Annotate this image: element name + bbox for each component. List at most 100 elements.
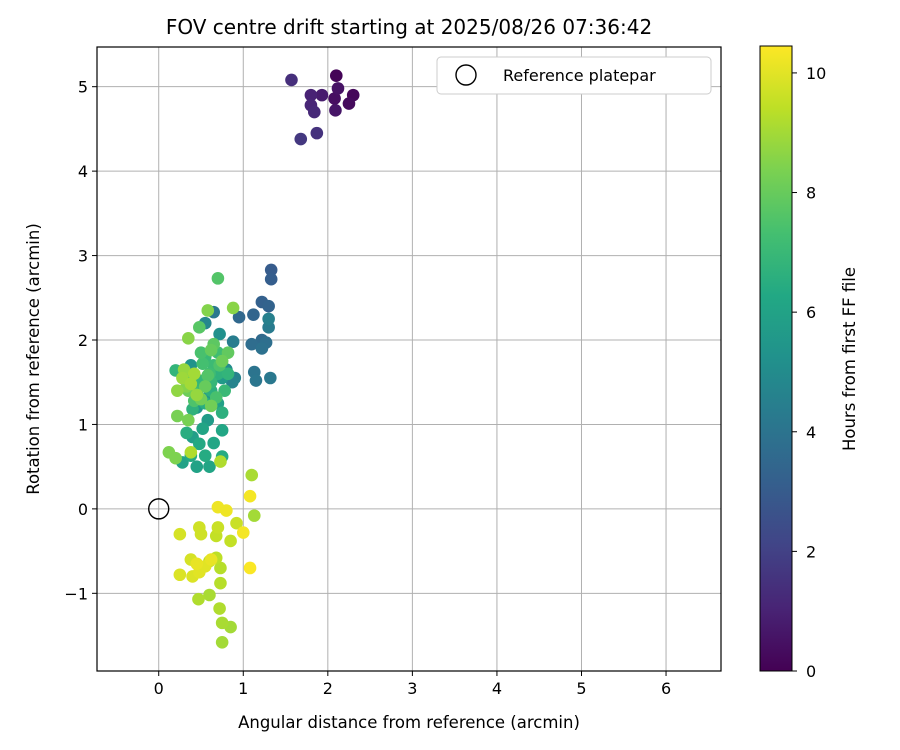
- data-point: [193, 521, 206, 534]
- data-point: [315, 88, 329, 102]
- data-point: [173, 527, 187, 541]
- x-tick-label: 5: [576, 679, 586, 698]
- data-point: [184, 377, 198, 391]
- colorbar-label: Hours from first FF file: [840, 267, 859, 451]
- data-point: [194, 346, 208, 359]
- data-point: [196, 357, 209, 370]
- data-point: [211, 272, 225, 285]
- data-point: [180, 426, 193, 440]
- data-point: [204, 343, 218, 357]
- data-point: [247, 509, 261, 522]
- legend: Reference platepar: [436, 56, 712, 95]
- data-point: [329, 104, 342, 117]
- data-point: [192, 592, 205, 606]
- y-axis-label: Rotation from reference (arcmin): [24, 223, 43, 495]
- data-point: [214, 455, 227, 468]
- colorbar-tick-label: 8: [806, 184, 816, 203]
- data-point: [203, 460, 216, 473]
- data-point: [224, 534, 237, 548]
- data-point: [264, 263, 278, 277]
- data-point: [171, 409, 184, 423]
- x-tick-label: 1: [238, 679, 248, 698]
- y-tick-label: 1: [78, 415, 88, 434]
- data-point: [173, 568, 187, 582]
- data-point: [264, 371, 277, 385]
- data-point: [201, 369, 215, 382]
- data-point: [243, 561, 257, 575]
- y-tick-label: −1: [64, 584, 88, 603]
- y-tick-label: 4: [78, 162, 88, 181]
- data-point: [226, 335, 240, 348]
- x-tick-label: 6: [661, 679, 671, 698]
- data-point: [215, 424, 229, 437]
- data-point: [310, 126, 324, 140]
- reference-platepar-marker: [148, 498, 170, 520]
- data-point: [182, 332, 195, 345]
- data-point: [247, 308, 260, 321]
- data-point: [215, 616, 229, 630]
- legend-marker-open-circle: [455, 64, 477, 86]
- x-axis-label: Angular distance from reference (arcmin): [238, 713, 580, 732]
- data-point: [215, 354, 229, 368]
- colorbar-tick-label: 2: [806, 542, 816, 561]
- x-axis-ticks: 0 1 2 3 4 5 6: [154, 671, 671, 698]
- colorbar-tick-label: 6: [806, 303, 816, 322]
- y-tick-label: 2: [78, 331, 88, 350]
- data-point: [203, 588, 216, 602]
- data-point: [171, 384, 184, 397]
- data-point: [196, 422, 209, 435]
- data-point: [214, 561, 227, 575]
- data-point: [221, 367, 235, 381]
- data-point: [226, 301, 240, 315]
- plot-area-frame: [96, 46, 722, 672]
- data-point: [243, 489, 257, 503]
- data-point: [190, 388, 204, 402]
- x-tick-label: 4: [492, 679, 502, 698]
- data-point: [294, 132, 308, 146]
- data-point: [232, 310, 246, 324]
- colorbar-tick-label: 10: [806, 64, 826, 83]
- y-tick-label: 5: [78, 78, 88, 97]
- x-tick-label: 2: [323, 679, 333, 698]
- x-tick-label: 0: [154, 679, 164, 698]
- data-point: [211, 521, 225, 534]
- data-points: [148, 69, 360, 649]
- data-point: [236, 526, 250, 539]
- data-point: [262, 299, 275, 313]
- data-point: [182, 413, 195, 427]
- data-point: [184, 446, 198, 459]
- chart-title: FOV centre drift starting at 2025/08/26 …: [166, 15, 652, 39]
- data-point: [198, 380, 212, 393]
- data-point: [214, 576, 227, 590]
- data-point: [204, 553, 218, 566]
- colorbar: 0 2 4 6 8 10 Hours from first FF file: [759, 45, 859, 681]
- data-point: [245, 337, 259, 351]
- data-point: [207, 436, 220, 450]
- data-point: [193, 321, 206, 334]
- data-point: [213, 327, 226, 341]
- data-point: [328, 92, 341, 105]
- data-point: [211, 500, 225, 514]
- colorbar-tick-label: 0: [806, 662, 816, 681]
- data-point: [190, 557, 204, 571]
- data-point: [201, 304, 215, 317]
- y-axis-ticks: −1 0 1 2 3 4 5: [64, 78, 97, 603]
- data-point: [204, 399, 218, 413]
- data-point: [264, 272, 278, 286]
- data-point: [285, 73, 298, 87]
- data-point: [331, 82, 345, 95]
- legend-label: Reference platepar: [503, 66, 656, 85]
- data-point: [262, 312, 275, 326]
- data-point: [245, 468, 259, 482]
- y-tick-label: 0: [78, 500, 88, 519]
- data-point: [198, 449, 212, 462]
- data-point: [187, 367, 201, 381]
- data-point: [304, 88, 318, 102]
- data-point: [190, 460, 204, 473]
- data-point: [342, 97, 356, 110]
- data-point: [193, 437, 206, 451]
- data-point: [215, 635, 229, 649]
- data-point: [213, 602, 226, 615]
- data-point: [308, 105, 321, 119]
